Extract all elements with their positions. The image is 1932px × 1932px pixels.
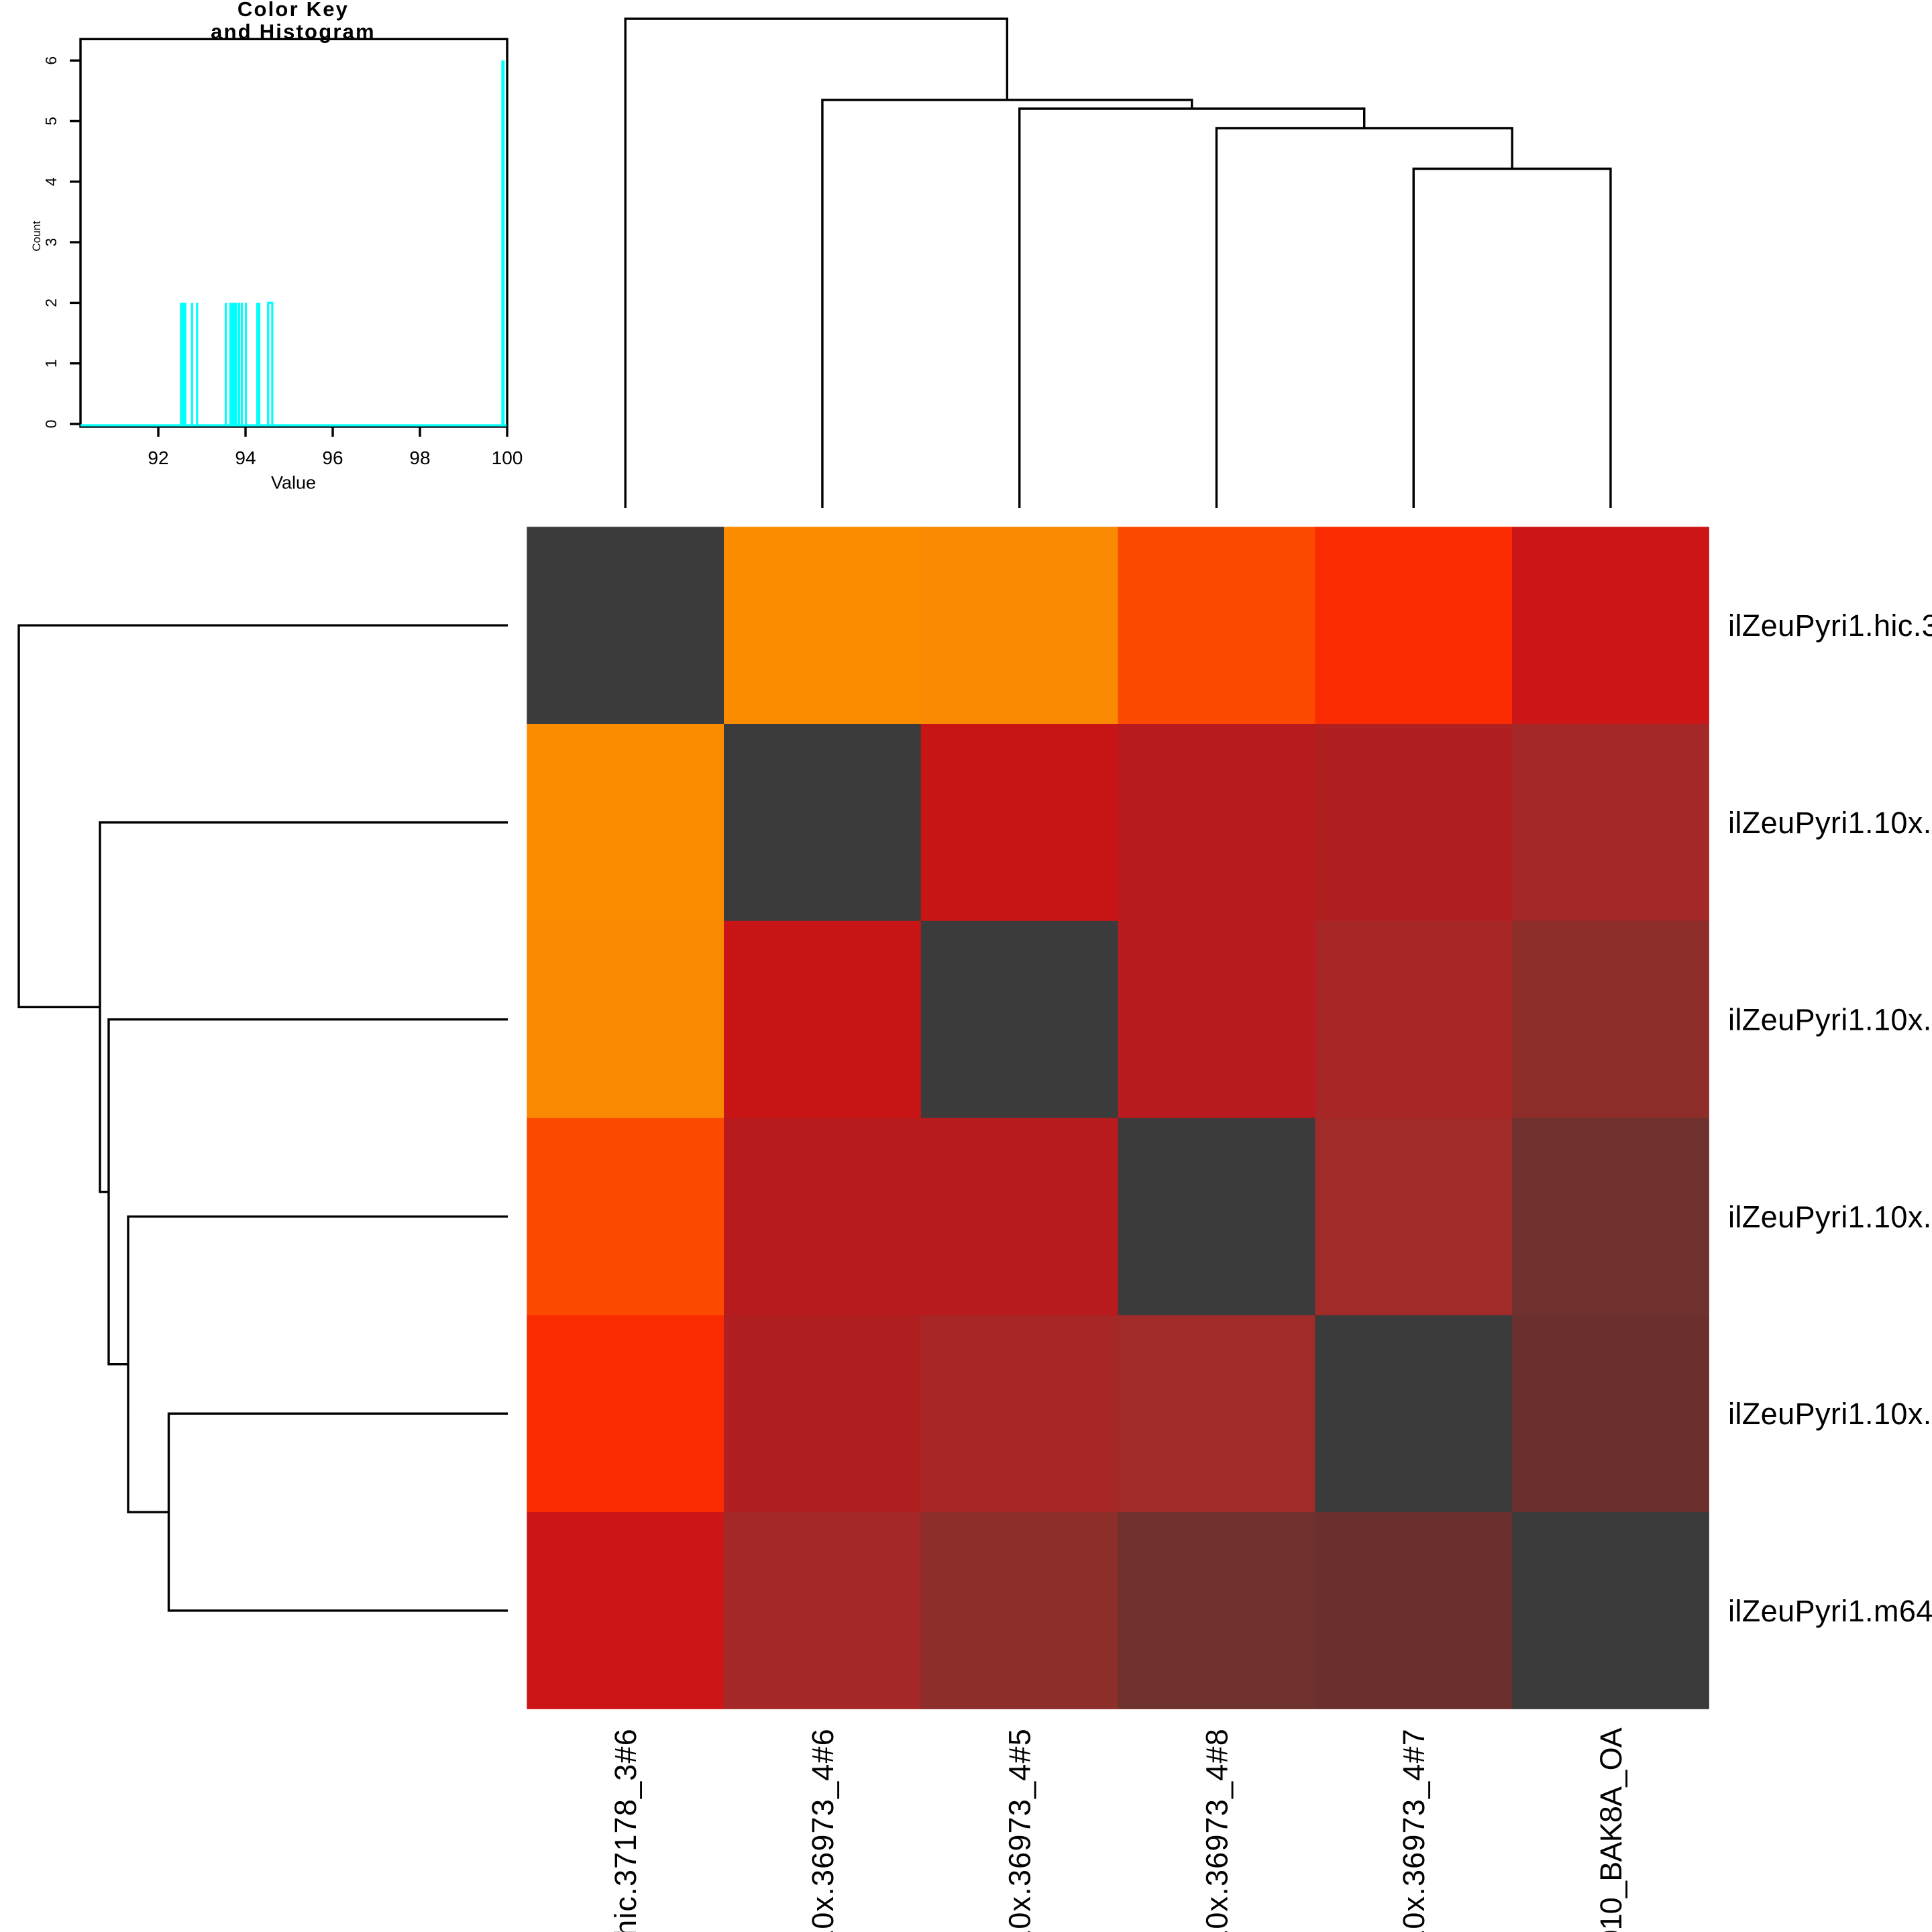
svg-text:ilZeuPyri1.10x.36973_4#5: ilZeuPyri1.10x.36973_4#5	[1003, 1728, 1037, 1932]
svg-text:ilZeuPyri1.10x.36973_4#8: ilZeuPyri1.10x.36973_4#8	[1728, 1199, 1932, 1234]
svg-text:and Histogram: and Histogram	[211, 19, 376, 43]
svg-text:ilZeuPyri1.10x.36973_4#7: ilZeuPyri1.10x.36973_4#7	[1728, 1397, 1932, 1431]
svg-text:98: 98	[409, 447, 430, 468]
svg-text:94: 94	[235, 447, 256, 468]
svg-text:3: 3	[42, 238, 60, 247]
svg-text:ilZeuPyri1.hic.37178_3#6: ilZeuPyri1.hic.37178_3#6	[1728, 608, 1932, 643]
svg-text:ilZeuPyri1.hic.37178_3#6: ilZeuPyri1.hic.37178_3#6	[608, 1728, 643, 1932]
svg-text:2: 2	[42, 299, 60, 307]
svg-text:4: 4	[42, 177, 60, 186]
svg-text:92: 92	[148, 447, 168, 468]
svg-text:ilZeuPyri1.m64010_BAK8A_OA: ilZeuPyri1.m64010_BAK8A_OA	[1728, 1594, 1932, 1628]
svg-text:Count: Count	[30, 221, 43, 252]
svg-text:96: 96	[322, 447, 343, 468]
svg-text:6: 6	[42, 56, 60, 65]
svg-text:ilZeuPyri1.10x.36973_4#6: ilZeuPyri1.10x.36973_4#6	[1728, 806, 1932, 840]
svg-text:ilZeuPyri1.m64010_BAK8A_OA: ilZeuPyri1.m64010_BAK8A_OA	[1594, 1727, 1628, 1932]
svg-text:Color Key: Color Key	[237, 0, 349, 21]
svg-text:100: 100	[492, 447, 523, 468]
svg-text:ilZeuPyri1.10x.36973_4#6: ilZeuPyri1.10x.36973_4#6	[806, 1728, 840, 1932]
svg-text:Value: Value	[271, 473, 316, 493]
svg-text:5: 5	[42, 117, 60, 125]
svg-text:ilZeuPyri1.10x.36973_4#5: ilZeuPyri1.10x.36973_4#5	[1728, 1003, 1932, 1037]
svg-text:1: 1	[42, 359, 60, 368]
svg-text:ilZeuPyri1.10x.36973_4#8: ilZeuPyri1.10x.36973_4#8	[1199, 1728, 1234, 1932]
svg-text:ilZeuPyri1.10x.36973_4#7: ilZeuPyri1.10x.36973_4#7	[1397, 1728, 1431, 1932]
svg-text:0: 0	[42, 420, 60, 429]
